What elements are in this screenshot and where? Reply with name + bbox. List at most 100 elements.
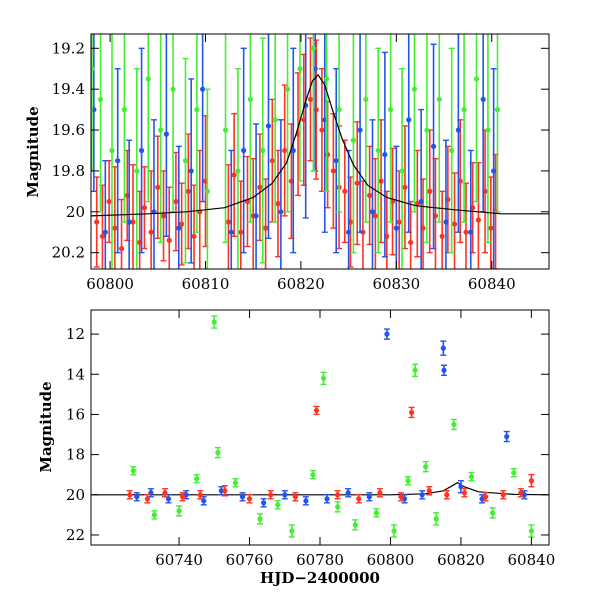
top-point-s2-16 bbox=[284, 34, 291, 213]
bottom-y-axis-title: Magnitude bbox=[37, 381, 55, 472]
bottom-point-s2-0 bbox=[126, 490, 133, 500]
top-point-s1-24 bbox=[393, 145, 400, 269]
top-ytick-label-5: 20.2 bbox=[52, 244, 85, 262]
bottom-point-s0-17 bbox=[441, 364, 448, 376]
bottom-point-s0-4 bbox=[200, 496, 207, 506]
top-y-axis-title: Magnitude bbox=[24, 106, 42, 197]
top-point-s2-7 bbox=[170, 34, 177, 213]
bottom-point-s0-6 bbox=[239, 492, 246, 502]
top-point-s2-24 bbox=[387, 34, 394, 223]
top-point-s0-6 bbox=[129, 164, 136, 269]
top-point-s1-21 bbox=[357, 34, 364, 233]
top-point-s0-13 bbox=[172, 151, 179, 252]
top-point-s1-2 bbox=[114, 68, 121, 254]
bottom-axis-ticks: 60740 60760 60780 60800 60820 60840 12 14 16 18 20… bbox=[66, 310, 555, 569]
bottom-point-s1-23 bbox=[510, 467, 517, 478]
bottom-point-s2-10 bbox=[334, 490, 341, 500]
top-point-s1-26 bbox=[418, 108, 425, 269]
top-point-s0-10 bbox=[154, 135, 161, 240]
bottom-point-s0-11 bbox=[345, 488, 352, 498]
bottom-point-s0-16 bbox=[440, 340, 447, 356]
top-point-s0-48 bbox=[401, 125, 408, 250]
top-point-s2-18 bbox=[310, 34, 317, 172]
top-point-s2-4 bbox=[133, 68, 140, 269]
top-point-s2-32 bbox=[484, 34, 491, 244]
bottom-xtick-label-1: 60760 bbox=[226, 551, 274, 569]
bottom-point-s2-17 bbox=[461, 488, 468, 498]
top-point-s1-11 bbox=[240, 47, 247, 254]
top-point-s0-42 bbox=[366, 145, 373, 246]
top-point-s0-11 bbox=[160, 170, 167, 262]
top-point-s0-32 bbox=[307, 37, 314, 162]
bottom-point-s0-10 bbox=[324, 494, 331, 504]
top-point-s2-20 bbox=[336, 34, 343, 213]
bottom-point-s1-3 bbox=[193, 474, 200, 484]
top-point-s0-15 bbox=[185, 133, 192, 250]
top-point-s0-27 bbox=[275, 149, 282, 258]
top-point-s1-5 bbox=[150, 119, 157, 269]
top-ytick-label-4: 20 bbox=[66, 203, 85, 221]
top-point-s0-12 bbox=[166, 186, 173, 269]
top-xtick-label-2: 60820 bbox=[277, 275, 325, 293]
top-point-s2-1 bbox=[97, 34, 104, 213]
bottom-point-s0-18 bbox=[457, 480, 464, 494]
bottom-ytick-label-2: 16 bbox=[66, 405, 85, 423]
top-xtick-label-0: 60800 bbox=[86, 275, 134, 293]
bottom-point-s2-18 bbox=[482, 492, 489, 502]
top-point-s1-3 bbox=[126, 139, 133, 269]
bottom-point-s1-21 bbox=[468, 471, 475, 482]
top-plot-frame bbox=[90, 33, 550, 270]
top-point-s0-38 bbox=[341, 139, 348, 244]
top-point-s0-62 bbox=[487, 176, 494, 269]
top-point-s0-8 bbox=[141, 166, 148, 250]
top-point-s1-12 bbox=[253, 123, 260, 269]
top-point-s2-3 bbox=[121, 34, 128, 223]
bottom-point-s2-14 bbox=[408, 406, 415, 419]
top-point-s1-30 bbox=[467, 149, 474, 269]
bottom-point-s1-18 bbox=[422, 460, 429, 473]
bottom-point-s1-2 bbox=[176, 505, 183, 517]
top-point-s0-50 bbox=[414, 149, 421, 258]
top-point-s0-29 bbox=[288, 123, 295, 240]
top-point-s1-14 bbox=[277, 119, 284, 269]
top-ytick-label-0: 19.2 bbox=[52, 39, 85, 57]
bottom-point-s1-13 bbox=[352, 519, 359, 531]
top-point-s2-33 bbox=[494, 34, 501, 213]
top-point-s1-7 bbox=[175, 145, 182, 269]
bottom-ytick-label-5: 22 bbox=[66, 526, 85, 544]
top-point-s2-19 bbox=[323, 34, 330, 193]
top-xtick-label-1: 60810 bbox=[182, 275, 230, 293]
bottom-point-s1-22 bbox=[489, 507, 496, 519]
bottom-model-curve bbox=[91, 482, 549, 496]
bottom-point-s0-20 bbox=[503, 430, 510, 443]
top-point-s0-3 bbox=[111, 166, 118, 269]
bottom-point-s2-5 bbox=[221, 485, 228, 497]
top-ytick-label-2: 19.6 bbox=[52, 121, 85, 139]
bottom-point-s1-12 bbox=[334, 501, 341, 513]
bottom-point-s0-1 bbox=[147, 488, 154, 498]
bottom-point-s1-20 bbox=[450, 418, 457, 431]
top-point-s1-9 bbox=[199, 34, 206, 203]
top-point-s2-29 bbox=[448, 47, 455, 254]
top-point-s2-22 bbox=[362, 34, 369, 223]
bottom-point-s0-2 bbox=[165, 494, 172, 504]
bottom-point-s1-19 bbox=[433, 512, 440, 526]
bottom-plot-frame bbox=[90, 309, 550, 546]
top-point-s0-58 bbox=[462, 182, 469, 269]
top-point-s1-22 bbox=[369, 119, 376, 269]
top-point-s2-31 bbox=[473, 34, 480, 203]
top-point-s1-1 bbox=[102, 159, 109, 269]
bottom-point-s2-12 bbox=[376, 488, 383, 498]
top-point-s2-10 bbox=[204, 88, 211, 269]
top-point-s0-9 bbox=[148, 170, 155, 269]
top-axis-ticks: 60800 60810 60820 60830 60840 19.2 19.4 19.6 19.… bbox=[52, 34, 549, 293]
top-ytick-label-3: 19.8 bbox=[52, 162, 85, 180]
top-point-s2-11 bbox=[222, 34, 229, 244]
bottom-point-s1-24 bbox=[528, 524, 535, 538]
top-point-s1-32 bbox=[490, 68, 497, 269]
top-point-s0-44 bbox=[378, 119, 385, 244]
bottom-point-s2-19 bbox=[500, 490, 507, 500]
bottom-point-s2-6 bbox=[246, 494, 253, 504]
top-point-s2-13 bbox=[247, 34, 254, 223]
